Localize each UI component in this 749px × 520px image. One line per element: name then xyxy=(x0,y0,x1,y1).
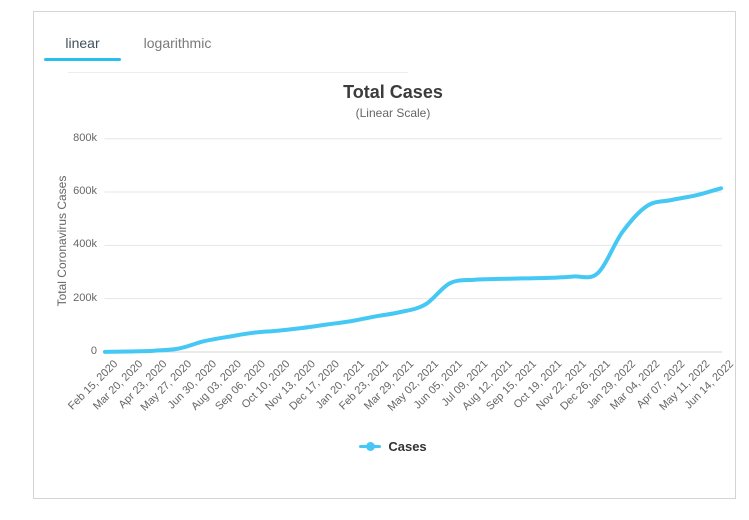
legend-label: Cases xyxy=(388,438,427,454)
cases-series-line[interactable] xyxy=(103,186,723,354)
chart-card xyxy=(33,11,736,499)
tab-logarithmic[interactable]: logarithmic xyxy=(130,28,225,58)
y-tick-label: 600k xyxy=(73,185,97,198)
tab-logarithmic-label: logarithmic xyxy=(143,35,212,51)
y-tick-label: 0 xyxy=(90,345,97,357)
y-tick-label: 400k xyxy=(73,238,97,251)
active-tab-underline xyxy=(44,58,121,61)
legend-item-cases[interactable]: Cases xyxy=(38,438,748,454)
y-tick-label: 800k xyxy=(73,131,97,144)
legend-line-marker-icon xyxy=(359,441,382,451)
tab-bar-divider xyxy=(68,72,408,73)
chart-title: Total Cases xyxy=(343,82,443,102)
chart-subtitle: (Linear Scale) xyxy=(355,106,431,120)
tab-linear[interactable]: linear xyxy=(44,28,121,58)
y-tick-label: 200k xyxy=(73,291,97,304)
tab-linear-label: linear xyxy=(65,35,100,51)
